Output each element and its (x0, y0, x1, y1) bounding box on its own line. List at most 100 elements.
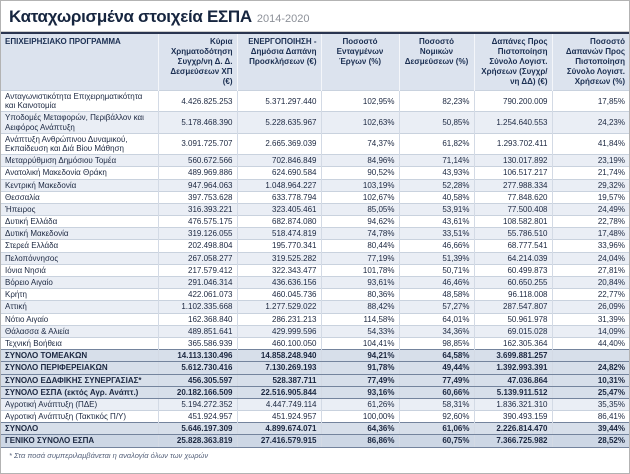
value-cell: 49,44% (398, 361, 474, 375)
value-cell: 50,85% (398, 111, 474, 134)
value-cell: 10,31% (551, 373, 629, 387)
table-row: ΣΥΝΟΛΟ ΠΕΡΙΦΕΡΕΙΑΚΩΝ 5.612.730.416 7.130.2… (1, 361, 629, 375)
value-cell: 100,00% (320, 410, 399, 423)
value-cell: 48,58% (398, 288, 474, 301)
program-name-cell: Ιόνια Νησιά (1, 263, 158, 277)
program-name-cell: ΣΥΝΟΛΟ ΕΔΑΦΙΚΗΣ ΣΥΝΕΡΓΑΣΙΑΣ* (1, 373, 158, 387)
value-cell: 50,71% (398, 263, 474, 277)
program-name-cell: Αττική (1, 300, 158, 314)
value-cell: 77.848.620 (473, 190, 552, 204)
value-cell: 43,93% (398, 166, 474, 179)
value-cell: 77,19% (320, 251, 399, 265)
value-cell: 24,49% (551, 202, 629, 216)
program-name-cell: Στερεά Ελλάδα (1, 239, 158, 253)
value-cell: 64,36% (320, 422, 399, 436)
value-cell: 94,21% (320, 349, 399, 363)
value-cell: 58,31% (398, 397, 474, 411)
value-cell: 319.525.282 (236, 251, 321, 265)
value-cell: 68.777.541 (473, 239, 552, 253)
value-cell: 44,40% (551, 336, 629, 350)
column-header: ΕΝΕΡΓΟΠΟΙΗΣΗ - Δημόσια Δαπάνη Προσκλήσεω… (236, 33, 321, 91)
table-row: ΓΕΝΙΚΟ ΣΥΝΟΛΟ ΕΣΠΑ 25.828.363.819 27.416.5… (1, 434, 629, 448)
value-cell: 55.786.510 (473, 227, 552, 240)
value-cell: 277.988.334 (473, 178, 552, 192)
value-cell: 47.036.864 (473, 373, 552, 387)
program-name-cell: Θεσσαλία (1, 190, 158, 204)
value-cell: 43,61% (398, 215, 474, 228)
value-cell: 1.102.335.668 (157, 300, 237, 314)
value-cell: 29,32% (551, 178, 629, 192)
value-cell: 5.228.635.967 (236, 111, 321, 134)
table-row: Υποδομές Μεταφορών, Περιβάλλον και Αειφό… (1, 111, 629, 134)
program-name-cell: Δυτική Ελλάδα (1, 215, 158, 228)
column-header: Ποσοστό Ενταγμένων Έργων (%) (320, 33, 399, 91)
value-cell: 80,44% (320, 239, 399, 253)
table-row: Πελοπόννησος 267.058.277 319.525.282 77,19%… (1, 251, 629, 265)
value-cell: 3.699.881.257 (473, 349, 552, 363)
table-row: Κεντρική Μακεδονία 947.964.063 1.048.964.2… (1, 178, 629, 192)
header-row: ΕΠΙΧΕΙΡΗΣΙΑΚΟ ΠΡΟΓΡΑΜΜΑ Κύρια Χρηματοδότη… (1, 33, 629, 91)
value-cell: 22,78% (551, 215, 629, 228)
value-cell: 101,78% (320, 263, 399, 277)
value-cell: 14,09% (551, 324, 629, 338)
table-body: Ανταγωνιστικότητα Επιχειρηματικότητα και… (1, 89, 629, 448)
value-cell: 28,52% (551, 434, 629, 448)
value-cell: 702.846.849 (236, 154, 321, 167)
value-cell: 40,58% (398, 190, 474, 204)
value-cell: 61,82% (398, 132, 474, 155)
value-cell: 21,74% (551, 166, 629, 179)
value-cell: 682.874.080 (236, 215, 321, 228)
table-row: Ανταγωνιστικότητα Επιχειρηματικότητα και… (1, 89, 629, 112)
value-cell: 790.200.009 (473, 89, 552, 112)
value-cell: 5.646.197.309 (157, 422, 237, 436)
column-header: Κύρια Χρηματοδότηση Συγχρ/νη Δ. Δ. Δεσμε… (157, 33, 237, 91)
value-cell: 53,91% (398, 202, 474, 216)
value-cell: 94,62% (320, 215, 399, 228)
value-cell: 98,85% (398, 336, 474, 350)
value-cell: 5.371.297.440 (236, 89, 321, 112)
value-cell: 947.964.063 (157, 178, 237, 192)
value-cell: 518.474.819 (236, 227, 321, 240)
value-cell: 202.498.804 (157, 239, 237, 253)
value-cell: 20,84% (551, 275, 629, 289)
value-cell: 51,39% (398, 251, 474, 265)
table-row: Κρήτη 422.061.073 460.045.736 80,36% 48,58% 9… (1, 288, 629, 301)
value-cell: 633.778.794 (236, 190, 321, 204)
program-name-cell: Πελοπόννησος (1, 251, 158, 265)
value-cell: 60,75% (398, 434, 474, 448)
value-cell: 195.770.341 (236, 239, 321, 253)
value-cell: 390.493.159 (473, 410, 552, 423)
table-row: ΣΥΝΟΛΟ ΕΔΑΦΙΚΗΣ ΣΥΝΕΡΓΑΣΙΑΣ* 456.305.597 5… (1, 373, 629, 387)
column-header: Ποσοστό Νομικών Δεσμεύσεων (%) (398, 33, 474, 91)
program-name-cell: Τεχνική Βοήθεια (1, 336, 158, 350)
value-cell: 489.851.641 (157, 324, 237, 338)
value-cell: 14.858.248.940 (236, 349, 321, 363)
column-header: Ποσοστό Δαπανών Προς Πιστοποίηση Σύνολο … (551, 33, 629, 91)
value-cell: 4.899.674.071 (236, 422, 321, 436)
value-cell: 27.416.579.915 (236, 434, 321, 448)
program-name-cell: Θάλασσα & Αλιεία (1, 324, 158, 338)
value-cell: 74,37% (320, 132, 399, 155)
table-row: Στερεά Ελλάδα 202.498.804 195.770.341 80,44… (1, 239, 629, 253)
table-row: Μεταρρύθμιση Δημόσιου Τομέα 560.672.566 70… (1, 154, 629, 167)
program-name-cell: ΣΥΝΟΛΟ (1, 422, 158, 436)
value-cell: 460.045.736 (236, 288, 321, 301)
value-cell: 61,26% (320, 397, 399, 411)
value-cell: 19,57% (551, 190, 629, 204)
value-cell: 64.214.039 (473, 251, 552, 265)
value-cell: 316.393.221 (157, 202, 237, 216)
value-cell: 3.091.725.707 (157, 132, 237, 155)
value-cell: 103,19% (320, 178, 399, 192)
value-cell: 1.254.640.553 (473, 111, 552, 134)
value-cell: 451.924.957 (236, 410, 321, 423)
espa-data-table: ΕΠΙΧΕΙΡΗΣΙΑΚΟ ΠΡΟΓΡΑΜΜΑ Κύρια Χρηματοδότη… (1, 32, 629, 448)
program-name-cell: Βόρειο Αιγαίο (1, 275, 158, 289)
value-cell: 57,27% (398, 300, 474, 314)
program-name-cell: Αγροτική Ανάπτυξη (ΠΔΕ) (1, 397, 158, 411)
table-row: ΣΥΝΟΛΟ ΕΣΠΑ (εκτός Αγρ. Ανάπτ.) 20.182.16… (1, 385, 629, 399)
value-cell: 60,66% (398, 385, 474, 399)
value-cell: 77,49% (398, 373, 474, 387)
table-row: Δυτική Μακεδονία 319.126.055 518.474.819 74… (1, 227, 629, 240)
table-row: Αττική 1.102.335.668 1.277.529.022 88,42% 57… (1, 300, 629, 314)
